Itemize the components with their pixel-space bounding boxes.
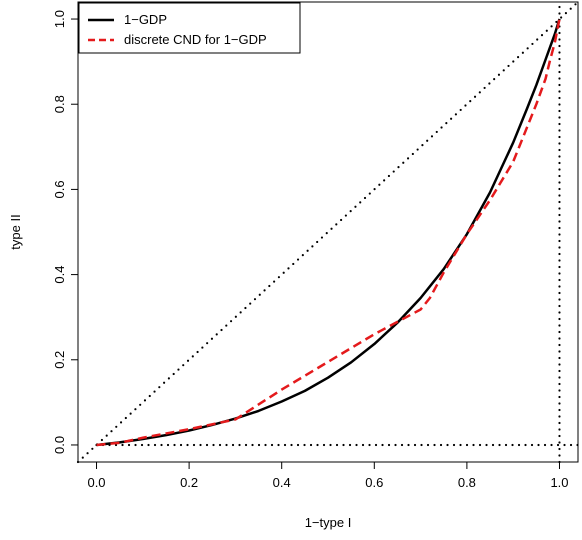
y-axis: 0.0 0.2 0.4 0.6 0.8 1.0 [52, 10, 78, 454]
y-tick-label-1: 0.0 [52, 436, 67, 454]
y-tick-label-5: 0.8 [52, 95, 67, 113]
y-tick-label-2: 0.2 [52, 351, 67, 369]
x-tick-label-1: 0.0 [87, 475, 105, 490]
plot-frame [77, 1, 579, 463]
reference-line-1 [76, 0, 580, 464]
reference-lines [76, 0, 580, 464]
x-axis-title: 1−type I [305, 515, 352, 530]
y-tick-label-6: 1.0 [52, 10, 67, 28]
x-tick-label-4: 0.6 [365, 475, 383, 490]
legend: 1−GDP discrete CND for 1−GDP [78, 2, 301, 54]
legend-entry-1: 1−GDP [124, 12, 167, 27]
legend-entry-2: discrete CND for 1−GDP [124, 32, 267, 47]
x-tick-label-5: 0.8 [458, 475, 476, 490]
series-lines [96, 18, 561, 447]
x-tick-label-3: 0.4 [273, 475, 291, 490]
y-tick-label-4: 0.6 [52, 180, 67, 198]
x-tick-label-2: 0.2 [180, 475, 198, 490]
legend-box [78, 2, 301, 54]
y-axis-title: type II [8, 214, 23, 249]
series-line-2 [96, 18, 561, 447]
x-tick-label-6: 1.0 [550, 475, 568, 490]
series-line-1 [96, 18, 561, 447]
y-tick-label-3: 0.4 [52, 266, 67, 284]
x-axis: 0.0 0.2 0.4 0.6 0.8 1.0 [87, 462, 569, 490]
